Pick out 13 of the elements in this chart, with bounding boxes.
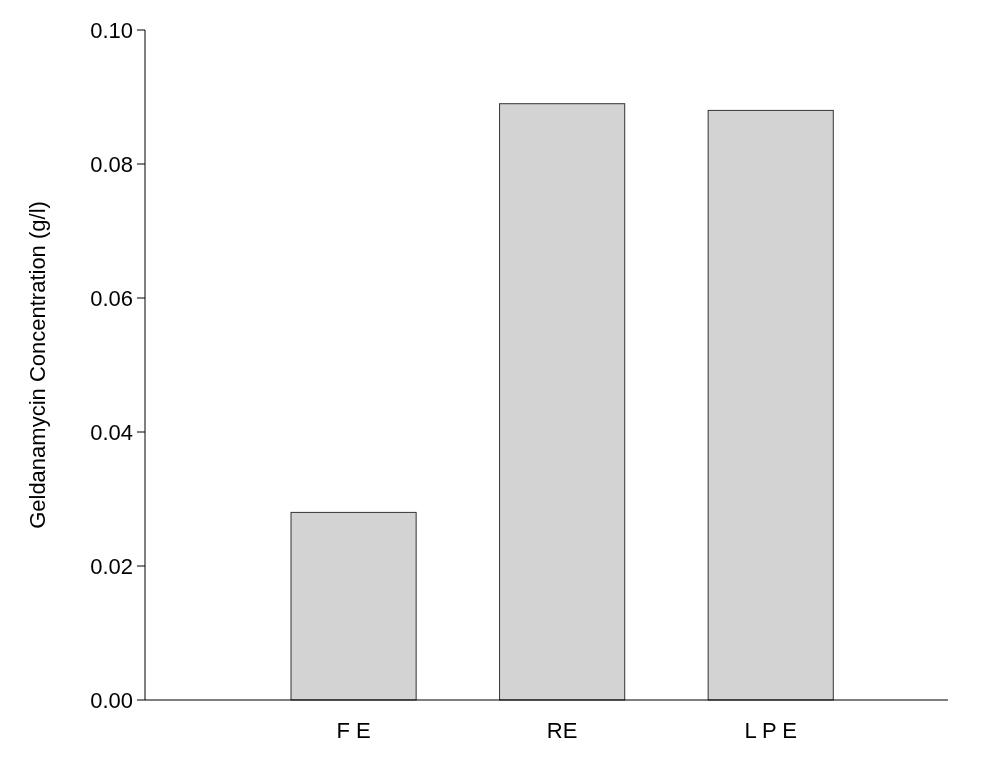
y-tick-label: 0.02 (90, 553, 133, 579)
bar (707, 109, 834, 701)
bar (290, 511, 417, 701)
bar (499, 103, 626, 701)
y-tick-label: 0.06 (90, 285, 133, 311)
y-tick-label: 0.04 (90, 419, 133, 445)
x-tick-label: L P E (744, 718, 798, 743)
y-tick-label: 0.08 (90, 151, 133, 177)
y-axis-title: Geldanamycin Concentration (g/l) (25, 201, 50, 529)
x-tick-label: RE (546, 718, 578, 743)
x-tick-label: F E (336, 718, 371, 743)
y-tick-label: 0.10 (90, 17, 133, 43)
y-tick-label: 0.00 (90, 687, 133, 713)
